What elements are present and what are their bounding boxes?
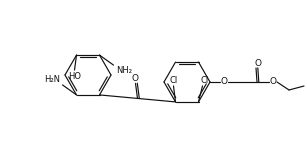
Text: HO: HO (68, 72, 81, 81)
Text: O: O (270, 78, 277, 86)
Text: Cl: Cl (169, 76, 178, 85)
Text: Cl: Cl (200, 76, 209, 85)
Text: O: O (255, 59, 262, 68)
Text: H₂N: H₂N (45, 75, 60, 84)
Text: O: O (132, 74, 139, 83)
Text: O: O (220, 78, 227, 86)
Text: NH₂: NH₂ (116, 66, 133, 75)
